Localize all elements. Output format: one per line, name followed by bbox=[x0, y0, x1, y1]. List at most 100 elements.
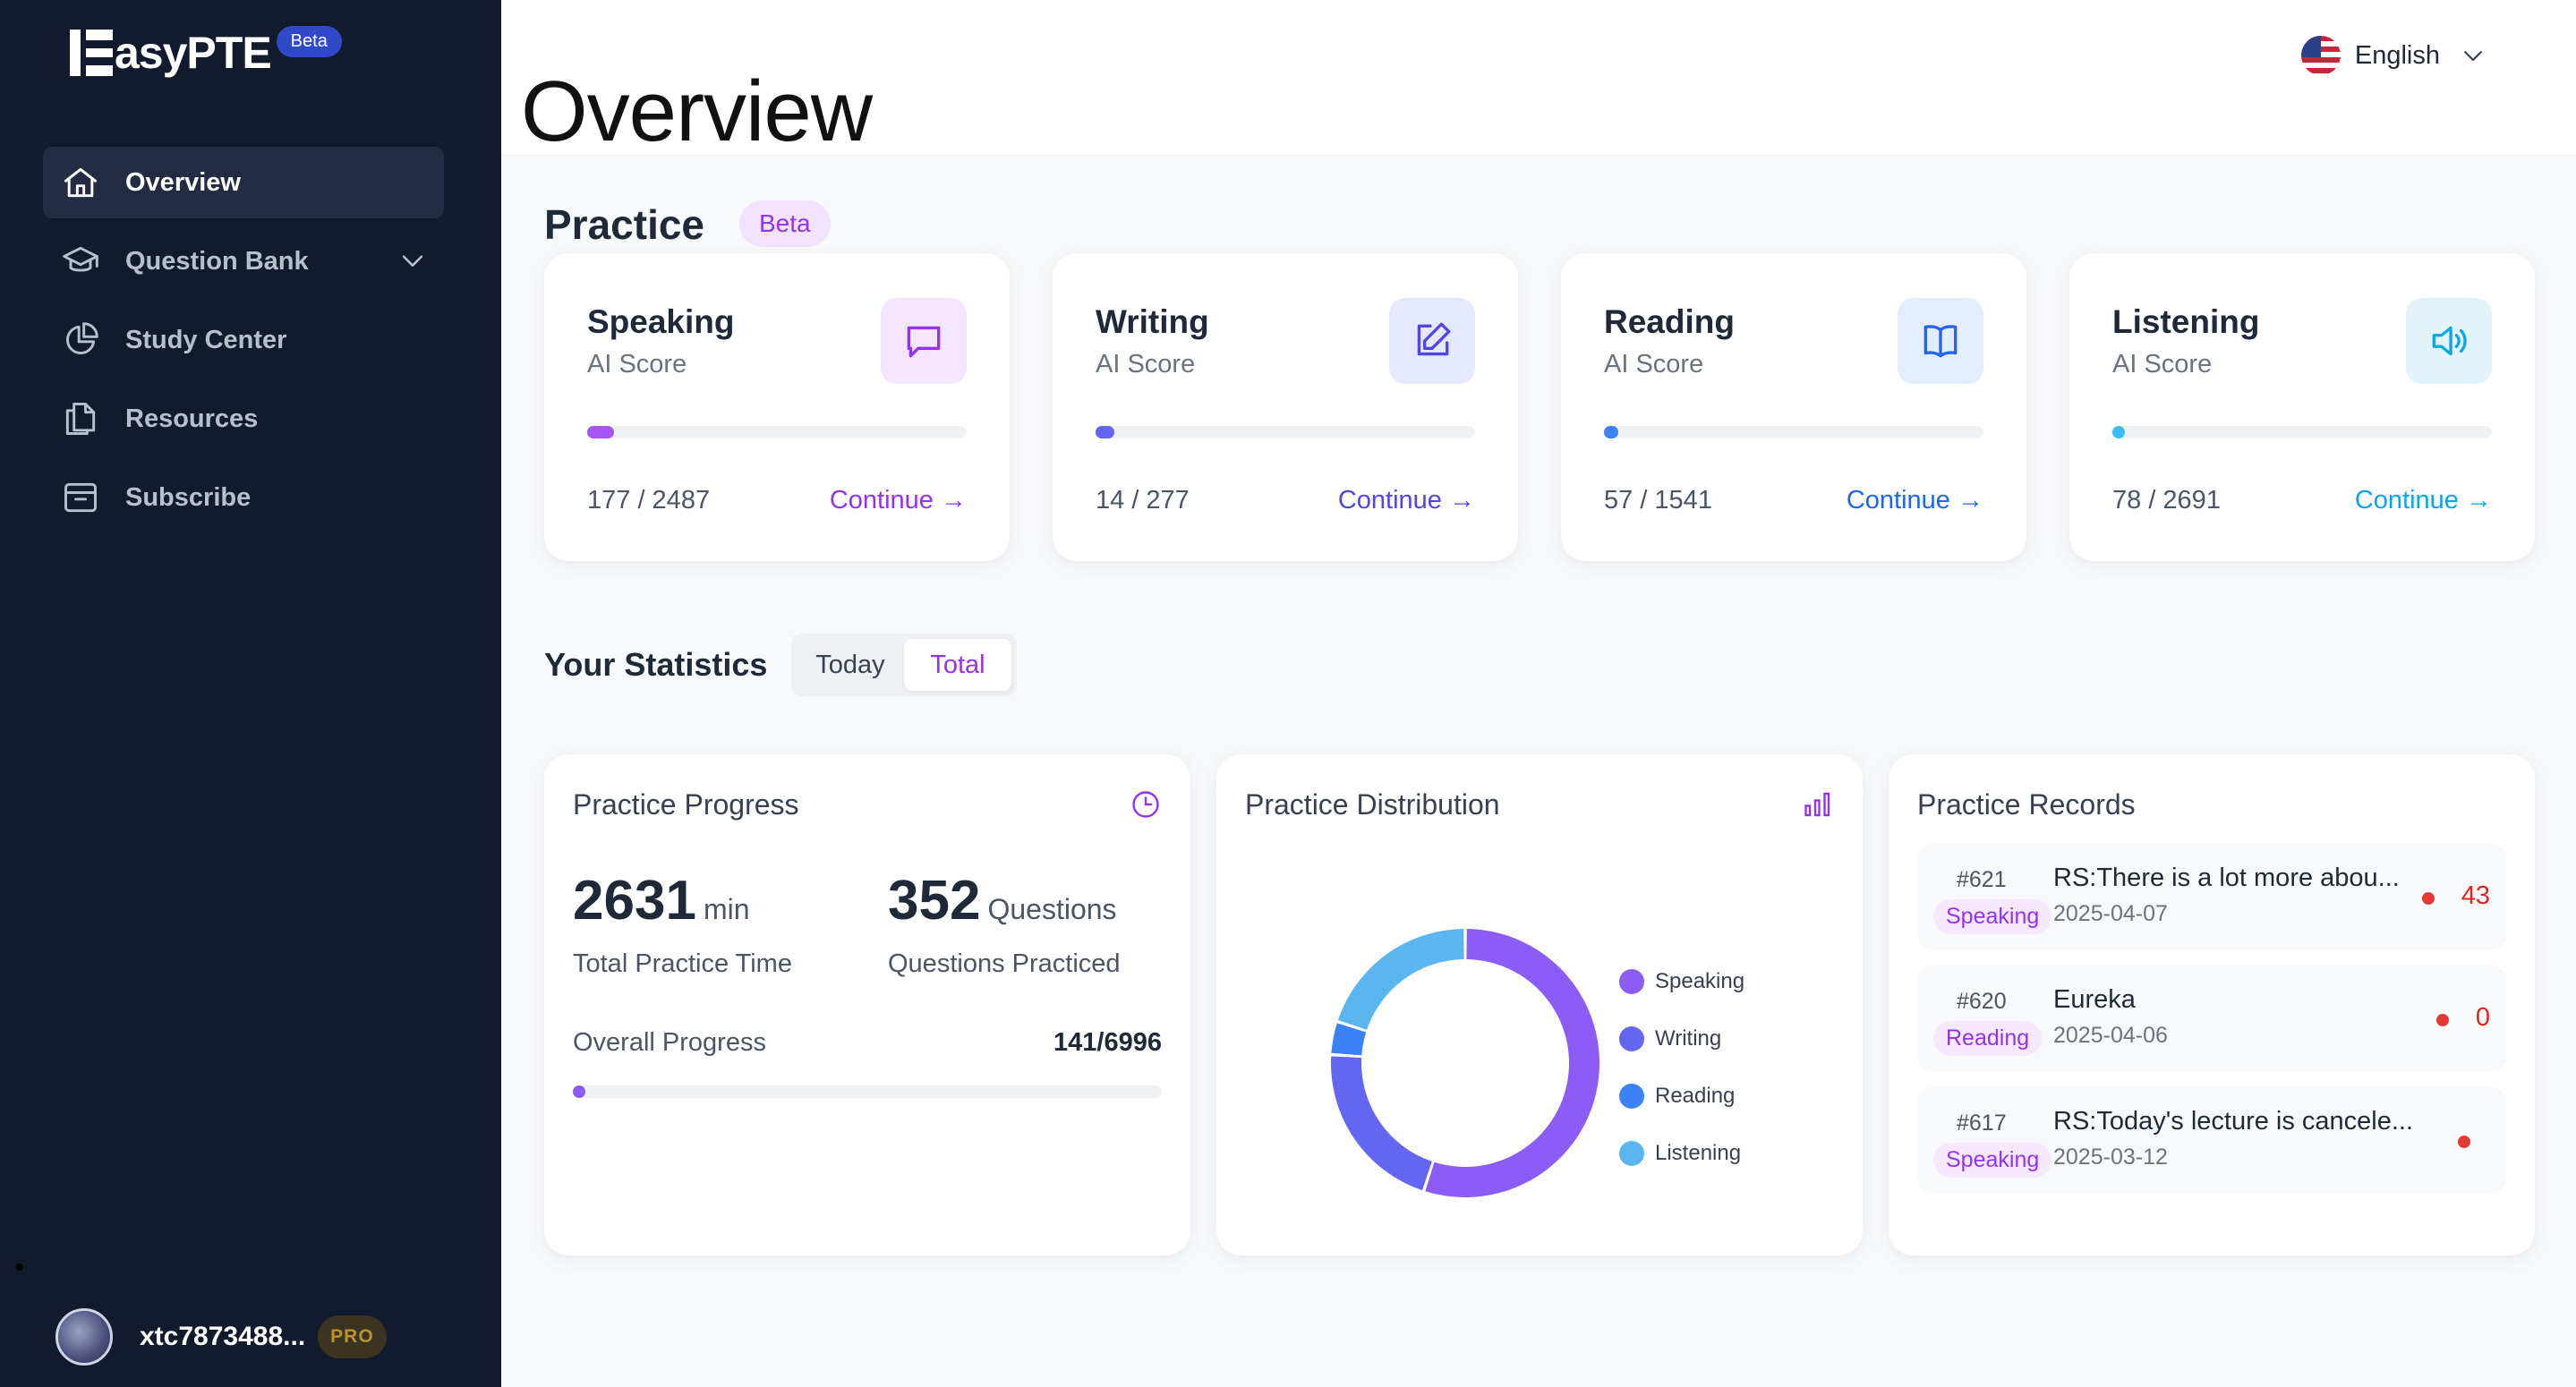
card-icon-box bbox=[2406, 298, 2492, 384]
card-title: Practice Progress bbox=[573, 788, 799, 821]
legend-item-speaking: Speaking bbox=[1619, 953, 1744, 1010]
tab-total[interactable]: Total bbox=[904, 639, 1011, 691]
legend-swatch bbox=[1619, 1026, 1644, 1051]
card-icon-box bbox=[881, 298, 967, 384]
record-row[interactable]: #621 Speaking RS:There is a lot more abo… bbox=[1917, 844, 2506, 949]
sidebar-item-label: Overview bbox=[125, 167, 241, 197]
record-id: #617 bbox=[1957, 1110, 2007, 1136]
practice-card-speaking[interactable]: Speaking AI Score 177 / 2487 Continue → bbox=[544, 253, 1010, 561]
sidebar-item-study-center[interactable]: Study Center bbox=[43, 304, 444, 376]
legend-swatch bbox=[1619, 969, 1644, 994]
practice-title: Practice bbox=[544, 201, 705, 248]
sidebar-item-label: Question Bank bbox=[125, 246, 309, 276]
record-row[interactable]: #620 Reading Eureka 2025-04-06 0 bbox=[1917, 966, 2506, 1071]
open-book-icon bbox=[1923, 325, 1958, 358]
progress-fill bbox=[587, 426, 615, 438]
continue-link[interactable]: Continue → bbox=[1846, 486, 1983, 515]
progress-count: 57 / 1541 bbox=[1604, 486, 1712, 515]
record-date: 2025-03-12 bbox=[2053, 1144, 2168, 1170]
statistics-tabs: Today Total bbox=[791, 634, 1017, 696]
card-name: Writing bbox=[1096, 303, 1209, 340]
sidebar-item-overview[interactable]: Overview bbox=[43, 147, 444, 218]
logo-e-mark bbox=[70, 28, 113, 78]
record-score: 0 bbox=[2475, 1003, 2490, 1032]
practice-card-reading[interactable]: Reading AI Score 57 / 1541 Continue → bbox=[1561, 253, 2026, 561]
record-date: 2025-04-07 bbox=[2053, 901, 2168, 926]
questions-stat: 352 Questions bbox=[888, 869, 1117, 932]
record-id: #620 bbox=[1957, 989, 2007, 1014]
sidebar-item-subscribe[interactable]: Subscribe bbox=[43, 462, 444, 533]
record-score: 43 bbox=[2461, 881, 2490, 910]
brand-logo[interactable]: asyPTE Beta bbox=[70, 25, 342, 79]
donut-slice-writing bbox=[1331, 1056, 1432, 1191]
progress-fill bbox=[1096, 426, 1115, 438]
record-row[interactable]: #617 Speaking RS:Today's lecture is canc… bbox=[1917, 1087, 2506, 1193]
legend-label: Writing bbox=[1655, 1026, 1722, 1051]
progress-count: 14 / 277 bbox=[1096, 486, 1190, 515]
questions-label: Questions Practiced bbox=[888, 949, 1121, 978]
practice-beta-badge: Beta bbox=[739, 200, 831, 247]
donut-slice-speaking bbox=[1425, 929, 1599, 1197]
progress-count: 78 / 2691 bbox=[2112, 486, 2221, 515]
legend-label: Listening bbox=[1655, 1141, 1742, 1165]
brand-name: asyPTE bbox=[115, 28, 272, 78]
donut-slice-listening bbox=[1337, 929, 1464, 1030]
continue-link[interactable]: Continue → bbox=[829, 486, 967, 515]
language-selector[interactable]: English bbox=[2300, 36, 2486, 75]
pro-badge: PRO bbox=[318, 1315, 387, 1358]
distribution-donut-chart bbox=[1331, 929, 1599, 1197]
total-time-unit: min bbox=[703, 893, 750, 925]
total-time-stat: 2631 min bbox=[573, 869, 750, 932]
record-status-dot bbox=[2422, 892, 2435, 905]
record-title: RS:There is a lot more abou... bbox=[2053, 864, 2400, 892]
practice-distribution-card: Practice Distribution Speaking Writing R… bbox=[1216, 754, 1863, 1255]
record-tag: Speaking bbox=[1933, 899, 2052, 934]
sidebar-item-label: Resources bbox=[125, 404, 259, 433]
sidebar: asyPTE Beta Overview Question Bank Study… bbox=[0, 0, 501, 1387]
sidebar-nav: Overview Question Bank Study Center Reso… bbox=[43, 147, 444, 540]
card-icon-box bbox=[1898, 298, 1983, 384]
record-title: Eureka bbox=[2053, 985, 2136, 1014]
continue-link[interactable]: Continue → bbox=[1337, 486, 1475, 515]
chart-legend: Speaking Writing Reading Listening bbox=[1619, 953, 1744, 1182]
progress-fill bbox=[2112, 426, 2125, 438]
progress-fill bbox=[1604, 426, 1618, 438]
card-subtitle: AI Score bbox=[1096, 350, 1196, 379]
overall-progress-value: 141/6996 bbox=[1053, 1028, 1162, 1057]
sidebar-item-resources[interactable]: Resources bbox=[43, 383, 444, 455]
continue-link[interactable]: Continue → bbox=[2354, 486, 2492, 515]
practice-card-listening[interactable]: Listening AI Score 78 / 2691 Continue → bbox=[2069, 253, 2535, 561]
home-icon bbox=[64, 167, 97, 198]
us-flag-icon bbox=[2300, 36, 2341, 75]
progress-track bbox=[1604, 426, 1983, 438]
speaker-icon bbox=[2432, 326, 2467, 356]
questions-value: 352 bbox=[888, 870, 981, 932]
practice-card-writing[interactable]: Writing AI Score 14 / 277 Continue → bbox=[1053, 253, 1518, 561]
avatar[interactable] bbox=[55, 1308, 113, 1366]
progress-track bbox=[1096, 426, 1475, 438]
legend-swatch bbox=[1619, 1084, 1644, 1109]
brand-beta-badge: Beta bbox=[276, 25, 342, 57]
language-label: English bbox=[2354, 40, 2440, 70]
legend-item-writing: Writing bbox=[1619, 1010, 1744, 1068]
record-title: RS:Today's lecture is cancele... bbox=[2053, 1107, 2414, 1136]
legend-item-listening: Listening bbox=[1619, 1125, 1744, 1182]
card-subtitle: AI Score bbox=[587, 350, 687, 379]
sidebar-item-label: Subscribe bbox=[125, 482, 252, 512]
practice-progress-card: Practice Progress 2631 min Total Practice… bbox=[544, 754, 1190, 1255]
archive-box-icon bbox=[64, 482, 97, 513]
username: xtc7873488... bbox=[140, 1322, 306, 1351]
graduation-cap-icon bbox=[63, 246, 98, 272]
chevron-down-icon[interactable] bbox=[397, 245, 428, 276]
card-subtitle: AI Score bbox=[1604, 350, 1704, 379]
page-title: Overview bbox=[521, 64, 873, 159]
user-profile[interactable]: xtc7873488... PRO bbox=[55, 1308, 387, 1366]
total-time-value: 2631 bbox=[573, 870, 696, 932]
progress-track bbox=[587, 426, 967, 438]
sidebar-item-question-bank[interactable]: Question Bank bbox=[43, 225, 444, 297]
overall-progress-fill bbox=[573, 1085, 585, 1098]
legend-item-reading: Reading bbox=[1619, 1068, 1744, 1125]
tab-today[interactable]: Today bbox=[815, 650, 885, 679]
questions-unit: Questions bbox=[987, 893, 1117, 925]
card-icon-box bbox=[1389, 298, 1475, 384]
